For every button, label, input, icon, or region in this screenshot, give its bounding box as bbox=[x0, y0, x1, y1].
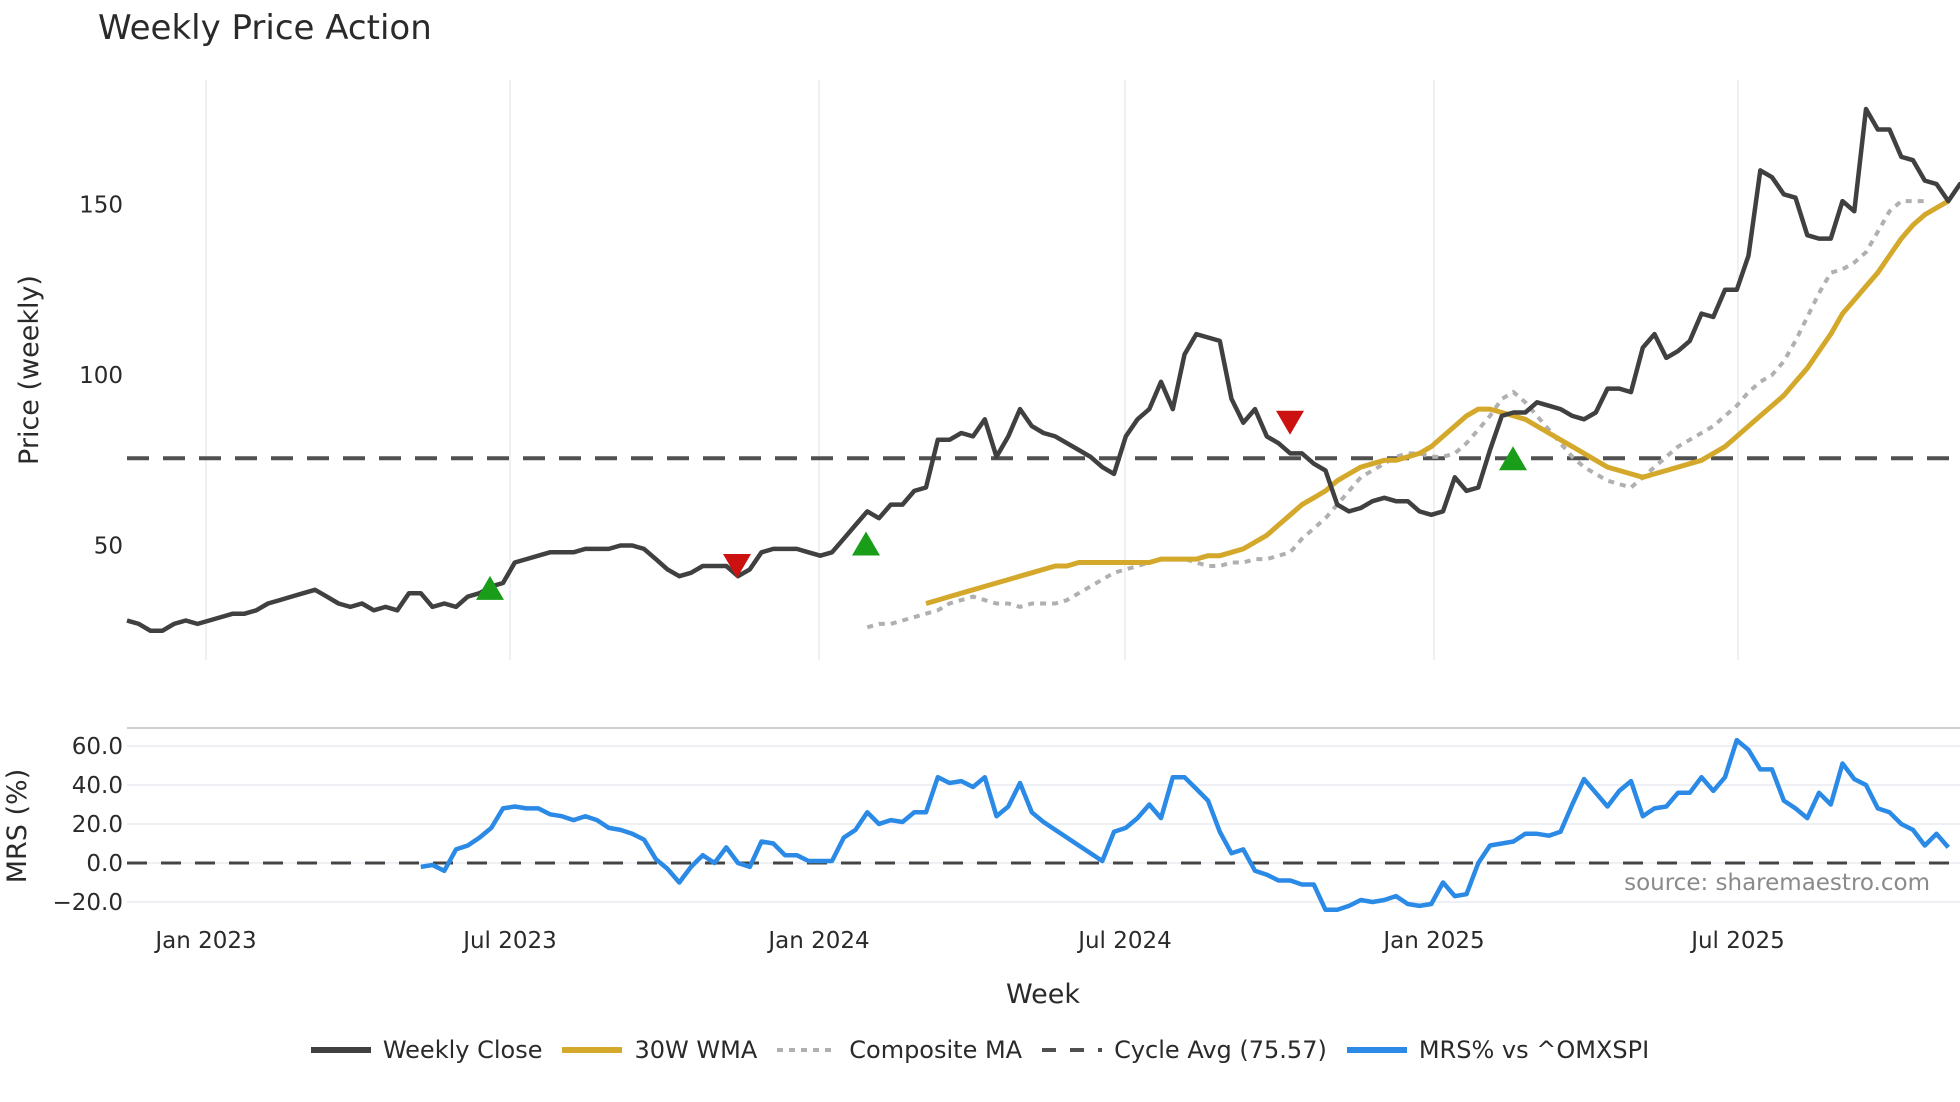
legend-label: Cycle Avg (75.57) bbox=[1114, 1036, 1327, 1064]
chart-title: Weekly Price Action bbox=[98, 8, 432, 48]
legend-swatch-icon bbox=[310, 1038, 371, 1062]
price-y-ticks: 50 100 150 bbox=[79, 193, 123, 560]
buy-signal-triangle-icon bbox=[852, 531, 880, 556]
composite-ma-line bbox=[866, 199, 1925, 630]
legend-swatch-icon bbox=[1346, 1038, 1407, 1062]
y-tick-label: 100 bbox=[79, 363, 123, 389]
y-tick-label: 150 bbox=[79, 193, 123, 219]
chart-canvas: 50 100 150 60.0 40.0 20.0 0.0 −20.0 Price (wee… bbox=[2, 80, 1960, 1010]
x-tick-label: Jul 2023 bbox=[461, 928, 557, 954]
x-tick-label: Jan 2025 bbox=[1381, 928, 1484, 954]
mrs-y-axis-title: MRS (%) bbox=[2, 769, 33, 884]
legend-item[interactable]: Cycle Avg (75.57) bbox=[1042, 1036, 1327, 1064]
y-tick-label: 40.0 bbox=[72, 773, 123, 799]
legend-label: Composite MA bbox=[849, 1036, 1023, 1064]
legend-item[interactable]: Composite MA bbox=[777, 1036, 1022, 1064]
y-tick-label: 20.0 bbox=[72, 812, 123, 838]
x-axis-title: Week bbox=[1006, 979, 1080, 1010]
sell-signal-triangle-icon bbox=[723, 553, 751, 578]
legend-swatch-icon bbox=[1042, 1038, 1103, 1062]
buy-signal-triangle-icon bbox=[476, 575, 504, 600]
mrs-y-ticks: 60.0 40.0 20.0 0.0 −20.0 bbox=[53, 734, 123, 916]
mrs-gridlines bbox=[127, 745, 1960, 903]
y-tick-label: −20.0 bbox=[53, 890, 123, 916]
legend-label: Weekly Close bbox=[382, 1036, 543, 1064]
x-tick-label: Jan 2023 bbox=[153, 928, 256, 954]
buy-signal-triangle-icon bbox=[1499, 446, 1527, 471]
legend: Weekly Close 30W WMA Composite MA Cycle Avg… bbox=[0, 1036, 1960, 1064]
x-tick-label: Jul 2025 bbox=[1689, 928, 1785, 954]
y-tick-label: 60.0 bbox=[72, 734, 123, 760]
sell-signal-triangle-icon bbox=[1276, 410, 1304, 435]
legend-item[interactable]: Weekly Close bbox=[310, 1036, 543, 1064]
wma-30w-line bbox=[925, 198, 1950, 606]
weekly-close-line bbox=[126, 106, 1960, 634]
legend-label: 30W WMA bbox=[634, 1036, 758, 1064]
mrs-line bbox=[420, 737, 1950, 913]
price-y-axis-title: Price (weekly) bbox=[14, 275, 45, 465]
x-tick-label: Jul 2024 bbox=[1076, 928, 1172, 954]
legend-item[interactable]: 30W WMA bbox=[562, 1036, 757, 1064]
source-watermark: source: sharemaestro.com bbox=[1624, 870, 1930, 896]
legend-swatch-icon bbox=[562, 1038, 623, 1062]
legend-item[interactable]: MRS% vs ^OMXSPI bbox=[1346, 1036, 1650, 1064]
x-axis-ticks: Jan 2023 Jul 2023 Jan 2024 Jul 2024 Jan 2025… bbox=[153, 928, 1784, 954]
signal-markers bbox=[476, 410, 1527, 600]
legend-label: MRS% vs ^OMXSPI bbox=[1418, 1036, 1650, 1064]
y-tick-label: 0.0 bbox=[86, 851, 123, 877]
price-vertical-gridlines bbox=[205, 80, 1739, 660]
legend-swatch-icon bbox=[777, 1038, 838, 1062]
x-tick-label: Jan 2024 bbox=[766, 928, 869, 954]
y-tick-label: 50 bbox=[94, 534, 123, 560]
